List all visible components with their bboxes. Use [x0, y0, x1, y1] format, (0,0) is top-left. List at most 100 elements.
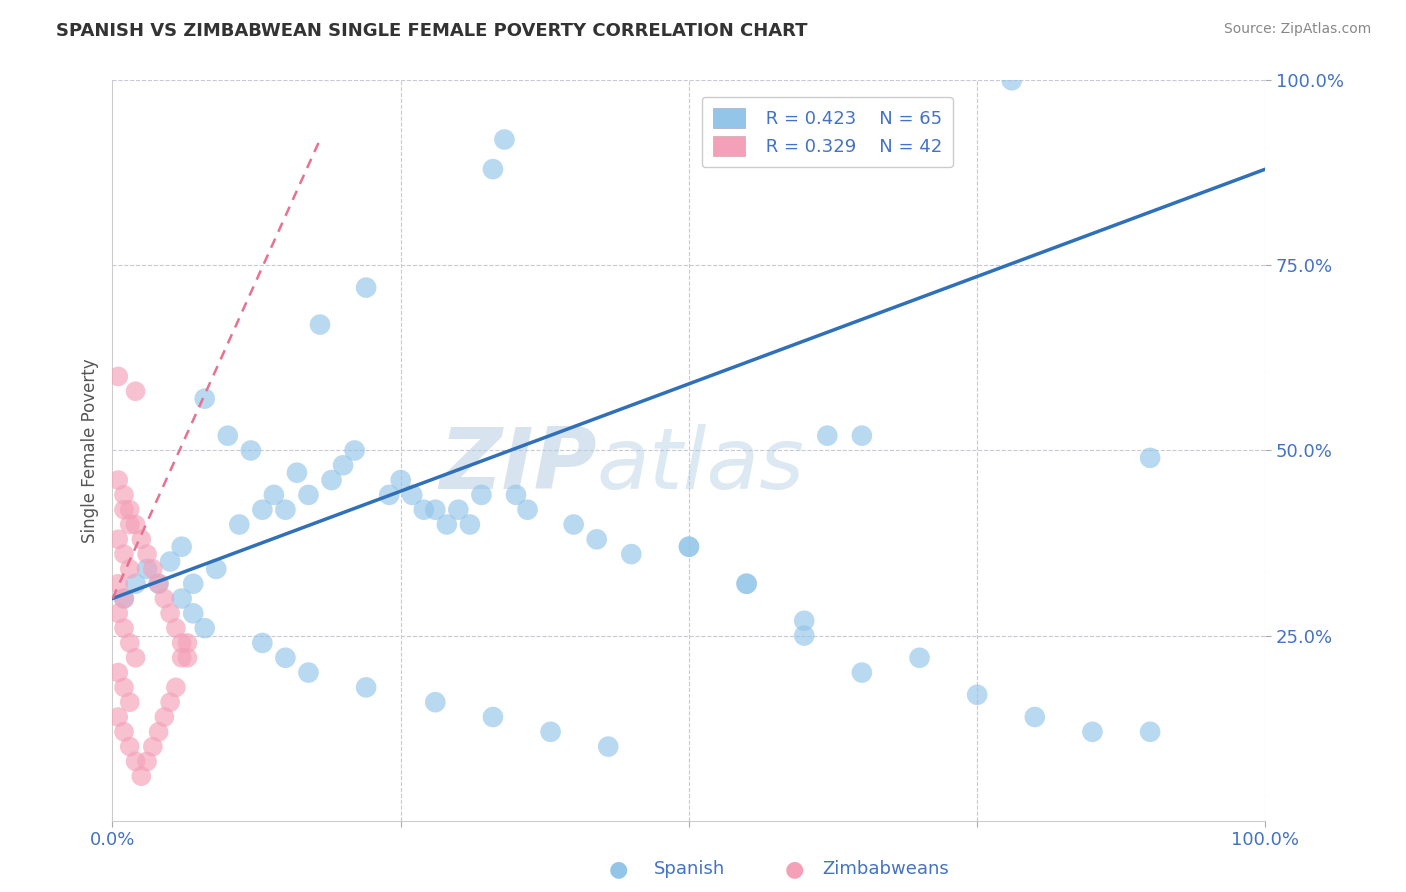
Text: Spanish: Spanish [654, 860, 725, 878]
Point [343, 443, 366, 458]
Point [159, 607, 181, 621]
Point [389, 473, 412, 487]
Text: ZIP: ZIP [439, 424, 596, 507]
Point [470, 488, 492, 502]
Point [118, 502, 141, 516]
Y-axis label: Single Female Poverty: Single Female Poverty [80, 359, 98, 542]
Point [107, 607, 129, 621]
Point [136, 755, 159, 769]
Point [1139, 450, 1161, 465]
Point [851, 428, 873, 442]
Point [112, 724, 135, 739]
Point [793, 628, 815, 642]
Point [129, 769, 153, 783]
Point [170, 650, 193, 665]
Point [112, 547, 135, 561]
Point [297, 488, 319, 502]
Point [494, 132, 516, 146]
Point [107, 533, 129, 547]
Point [1081, 724, 1104, 739]
Point [194, 392, 217, 406]
Point [482, 710, 505, 724]
Point [148, 576, 170, 591]
Point [107, 473, 129, 487]
Point [148, 576, 170, 591]
Point [112, 621, 135, 635]
Point [165, 621, 187, 635]
Point [118, 636, 141, 650]
Point [107, 665, 129, 680]
Point [124, 650, 146, 665]
Point [118, 739, 141, 754]
Point [112, 488, 135, 502]
Point [482, 162, 505, 177]
Point [297, 665, 319, 680]
Point [516, 502, 538, 516]
Point [321, 473, 343, 487]
Point [793, 614, 815, 628]
Point [112, 681, 135, 695]
Point [239, 443, 262, 458]
Point [181, 576, 204, 591]
Point [505, 488, 527, 502]
Point [181, 607, 204, 621]
Point [436, 517, 458, 532]
Point [112, 591, 135, 606]
Text: ●: ● [609, 859, 628, 879]
Point [142, 739, 165, 754]
Point [159, 555, 181, 569]
Point [107, 369, 129, 384]
Point [458, 517, 481, 532]
Point [124, 755, 146, 769]
Text: SPANISH VS ZIMBABWEAN SINGLE FEMALE POVERTY CORRELATION CHART: SPANISH VS ZIMBABWEAN SINGLE FEMALE POVE… [56, 22, 807, 40]
Point [309, 318, 332, 332]
Point [136, 547, 159, 561]
Point [194, 621, 217, 635]
Point [274, 650, 297, 665]
Point [620, 547, 643, 561]
Point [136, 562, 159, 576]
Point [735, 576, 758, 591]
Point [274, 502, 297, 516]
Text: atlas: atlas [596, 424, 804, 507]
Text: ●: ● [785, 859, 804, 879]
Point [205, 562, 228, 576]
Point [1024, 710, 1046, 724]
Point [735, 576, 758, 591]
Point [425, 695, 447, 709]
Point [815, 428, 838, 442]
Point [425, 502, 447, 516]
Point [129, 533, 153, 547]
Point [401, 488, 423, 502]
Text: Zimbabweans: Zimbabweans [823, 860, 949, 878]
Point [148, 724, 170, 739]
Point [598, 739, 620, 754]
Point [124, 517, 146, 532]
Point [124, 384, 146, 399]
Point [378, 488, 401, 502]
Point [354, 681, 377, 695]
Point [252, 502, 274, 516]
Point [118, 517, 141, 532]
Point [285, 466, 308, 480]
Point [153, 710, 176, 724]
Legend:  R = 0.423    N = 65,  R = 0.329    N = 42: R = 0.423 N = 65, R = 0.329 N = 42 [702, 96, 953, 168]
Point [966, 688, 988, 702]
Point [176, 636, 198, 650]
Point [112, 502, 135, 516]
Point [118, 562, 141, 576]
Point [107, 710, 129, 724]
Point [124, 576, 146, 591]
Point [585, 533, 607, 547]
Point [447, 502, 470, 516]
Point [112, 591, 135, 606]
Point [908, 650, 931, 665]
Point [176, 650, 198, 665]
Point [540, 724, 562, 739]
Point [159, 695, 181, 709]
Point [412, 502, 434, 516]
Point [332, 458, 354, 473]
Point [252, 636, 274, 650]
Point [851, 665, 873, 680]
Point [217, 428, 239, 442]
